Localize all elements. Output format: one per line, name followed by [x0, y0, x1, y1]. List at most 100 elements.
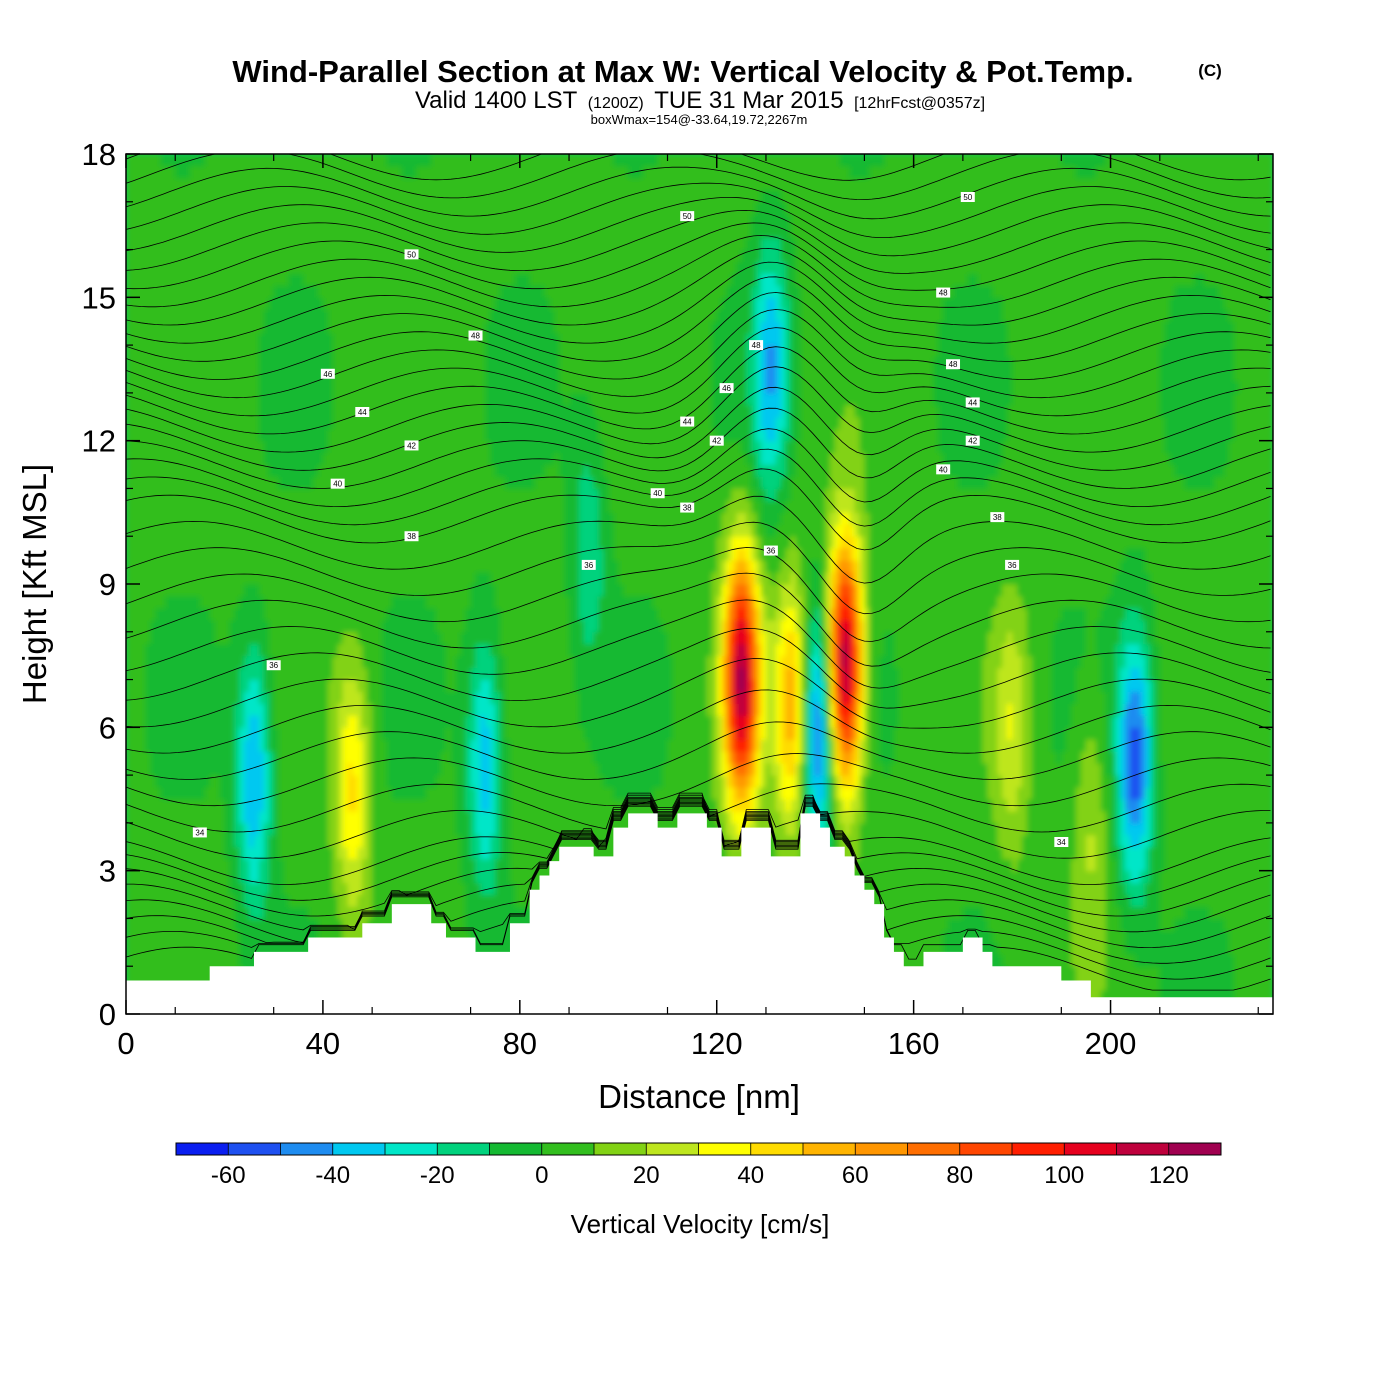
field-cell [249, 906, 265, 919]
field-cell [495, 583, 565, 597]
field-cell [780, 738, 797, 752]
field-cell [1021, 595, 1107, 609]
field-cell [470, 834, 482, 848]
field-cell [834, 762, 841, 776]
field-cell [475, 858, 496, 872]
field-cell [820, 738, 826, 752]
field-cell [869, 655, 880, 669]
field-cell [795, 786, 802, 800]
field-cell [239, 691, 245, 704]
isentrope-label-text: 38 [407, 532, 416, 541]
field-cell [982, 667, 998, 681]
isentrope-line [126, 547, 1271, 642]
field-cell [495, 810, 501, 824]
field-cell [859, 535, 866, 549]
field-cell [716, 702, 723, 716]
field-cell [244, 822, 250, 836]
field-cell [859, 774, 866, 788]
field-cell [736, 583, 747, 597]
field-cell [126, 261, 738, 274]
field-cell [859, 786, 866, 800]
field-cell [761, 559, 767, 573]
field-cell [460, 870, 477, 884]
field-cell [795, 726, 802, 740]
field-cell [445, 726, 452, 740]
field-cell [736, 738, 747, 752]
field-cell [1159, 882, 1273, 896]
field-cell [1026, 798, 1077, 812]
field-cell [1066, 726, 1107, 740]
field-cell [756, 798, 762, 812]
field-cell [864, 762, 870, 776]
field-cell [578, 535, 600, 549]
field-cell [756, 774, 762, 788]
field-cell [1125, 774, 1131, 788]
field-cell [854, 858, 1013, 872]
field-cell [362, 810, 368, 824]
field-cell [1056, 750, 1062, 764]
field-cell [1085, 738, 1097, 752]
field-cell [495, 464, 546, 477]
field-cell [495, 870, 511, 884]
field-cell [731, 667, 738, 681]
field-cell [268, 810, 275, 824]
field-cell [1031, 762, 1082, 776]
field-cell [500, 750, 511, 764]
field-cell [785, 714, 797, 728]
field-cell [534, 476, 565, 489]
field-cell [578, 523, 600, 537]
field-cell [756, 523, 767, 537]
field-cell [1120, 822, 1126, 836]
field-cell [578, 714, 674, 728]
field-cell [795, 272, 969, 286]
field-cell [1105, 953, 1136, 967]
field-cell [1002, 452, 1171, 466]
colorbar-swatch [698, 1143, 752, 1155]
field-cell [126, 619, 152, 633]
field-cell [1228, 440, 1273, 454]
field-cell [1115, 750, 1121, 764]
field-cell [982, 714, 998, 728]
field-cell [790, 320, 802, 334]
isentrope-label: 44 [680, 416, 695, 427]
field-cell [780, 511, 826, 525]
field-cell [1120, 631, 1146, 645]
field-cell [598, 499, 610, 513]
field-cell [1145, 786, 1151, 800]
field-cell [825, 786, 831, 800]
field-cell [746, 332, 757, 346]
x-axis-label: Distance [nm] [598, 1078, 800, 1115]
field-cell [505, 655, 575, 669]
field-cell [834, 798, 841, 812]
isentrope-label-text: 42 [712, 437, 721, 446]
field-cell [500, 762, 511, 776]
field-cell [1159, 392, 1235, 406]
field-cell [475, 870, 496, 884]
field-cell [1085, 834, 1097, 848]
field-cell [943, 308, 1003, 322]
field-cell [372, 870, 462, 884]
field-cell [756, 332, 762, 346]
field-cell [593, 631, 669, 645]
field-cell [1120, 667, 1131, 681]
field-cell [756, 595, 762, 609]
field-cell [721, 714, 728, 728]
field-cell [839, 786, 856, 800]
field-cell [854, 750, 861, 764]
field-cell [126, 487, 565, 501]
field-cell [327, 798, 339, 812]
field-cell [150, 631, 216, 645]
y-tick-label: 6 [99, 710, 116, 745]
field-cell [795, 643, 802, 657]
field-cell [603, 571, 619, 585]
colorbar-swatch [646, 1143, 699, 1155]
field-cell [268, 714, 275, 728]
field-cell [834, 774, 841, 788]
field-cell [258, 810, 270, 824]
field-cell [854, 535, 861, 549]
field-cell [761, 643, 767, 657]
field-cell [362, 738, 368, 752]
field-cell [500, 810, 511, 824]
field-cell [721, 750, 728, 764]
field-cell [263, 702, 270, 716]
